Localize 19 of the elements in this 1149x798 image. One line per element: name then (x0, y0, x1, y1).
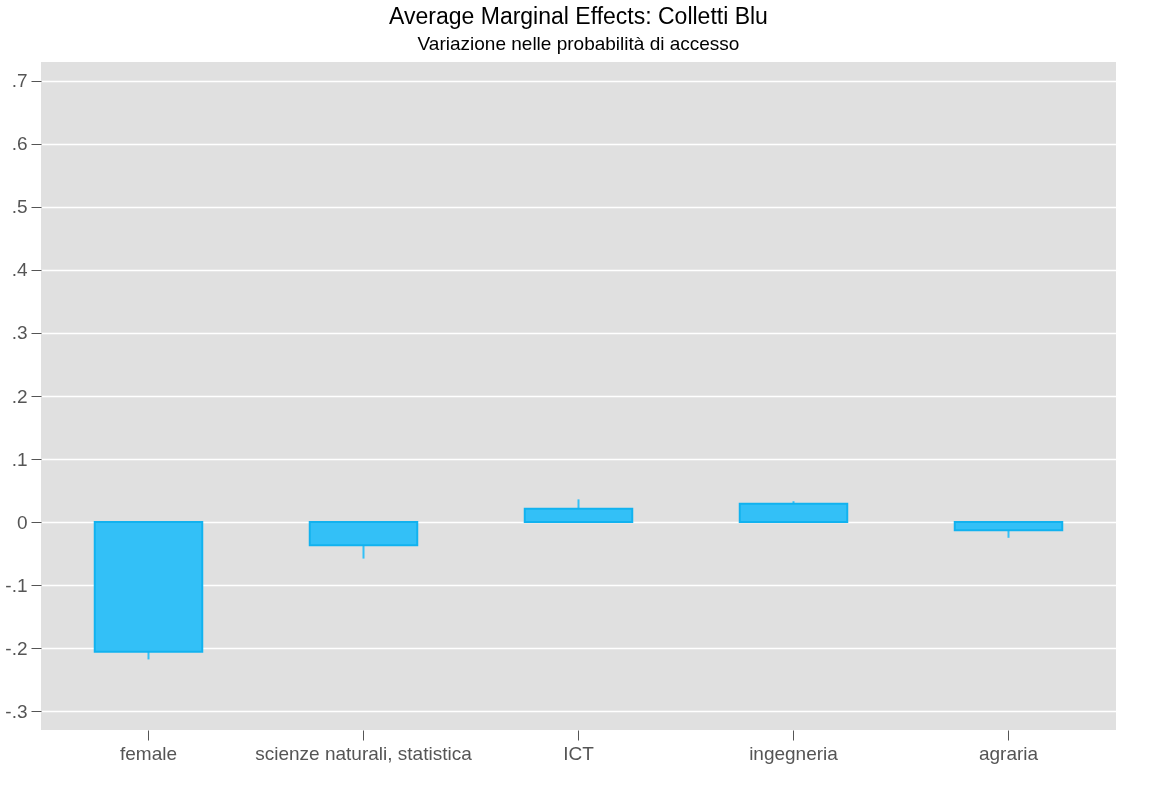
y-tick-label: -.2 (5, 637, 28, 659)
chart-subtitle: Variazione nelle probabilità di accesso (417, 33, 740, 54)
y-tick-label: .1 (11, 448, 28, 470)
y-tick-label: .5 (11, 196, 28, 218)
x-tick-label: scienze naturali, statistica (255, 742, 473, 764)
x-tick-label: ingegneria (749, 742, 839, 764)
x-tick-label: female (119, 742, 178, 764)
y-tick-label: .2 (11, 385, 28, 407)
y-tick-label: 0 (16, 511, 28, 533)
bar (738, 502, 849, 524)
y-tick-label: .6 (11, 133, 28, 155)
y-tick-label: -.1 (5, 574, 28, 596)
x-tick-label: ICT (563, 742, 595, 764)
x-tick-label: agraria (978, 742, 1039, 764)
y-tick-label: .4 (11, 259, 28, 281)
y-tick-label: .3 (11, 322, 28, 344)
y-tick-label: .7 (11, 70, 28, 92)
y-tick-label: -.3 (5, 700, 28, 722)
chart-title: Average Marginal Effects: Colletti Blu (389, 3, 768, 29)
